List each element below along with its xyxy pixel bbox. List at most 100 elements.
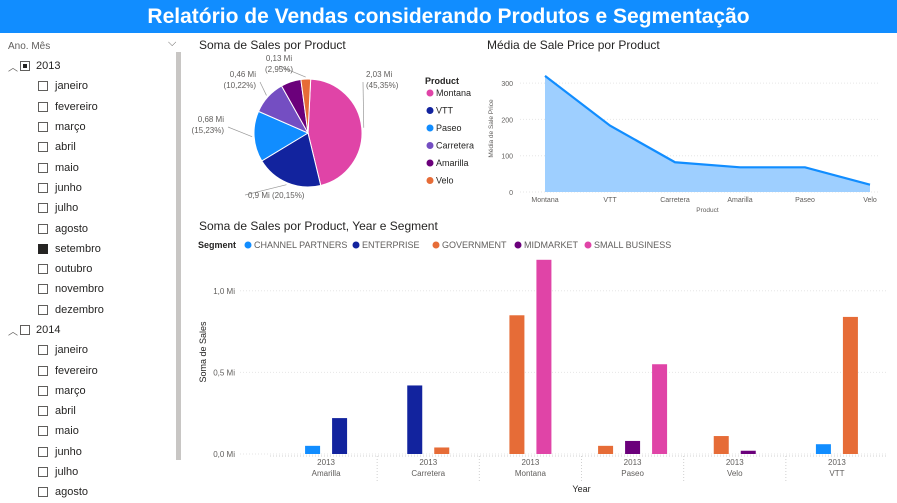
slicer-month-item[interactable]: julho: [0, 198, 180, 218]
month-label: agosto: [55, 222, 89, 235]
bar-government[interactable]: [842, 316, 858, 454]
month-checkbox[interactable]: [38, 467, 48, 478]
legend-item[interactable]: Amarilla: [436, 158, 469, 168]
month-checkbox[interactable]: [38, 487, 48, 498]
month-checkbox[interactable]: [38, 162, 48, 173]
legend-item[interactable]: Paseo: [436, 123, 462, 133]
legend-item[interactable]: CHANNEL PARTNERS: [254, 240, 347, 250]
month-checkbox[interactable]: [38, 426, 48, 437]
slicer-month-item[interactable]: abril: [0, 137, 180, 157]
slicer-month-item[interactable]: outubro: [0, 259, 180, 279]
month-checkbox[interactable]: [38, 122, 48, 133]
collapse-icon[interactable]: ︿: [8, 326, 18, 338]
month-label: outubro: [55, 263, 93, 276]
page-title: Relatório de Vendas considerando Produto…: [0, 0, 897, 33]
month-checkbox[interactable]: [38, 203, 48, 214]
month-label: julho: [55, 202, 79, 215]
pie-chart: 2,03 Mi (45,35%) 0,9 Mi (20,15%) 0,68 Mi (15…: [192, 54, 474, 200]
chevron-down-icon[interactable]: ⌵: [168, 37, 177, 49]
slicer-month-item[interactable]: março: [0, 117, 180, 137]
collapse-icon[interactable]: ︿: [8, 62, 18, 74]
bar-midmarket[interactable]: [740, 450, 756, 454]
data-label-percent: (2,95%): [265, 65, 293, 74]
slicer-year-2013[interactable]: ︿ 2013: [0, 56, 180, 76]
x-tick-year: 2013: [828, 458, 846, 467]
bar-midmarket[interactable]: [625, 440, 641, 454]
data-label: 0,46 Mi: [230, 70, 256, 79]
legend-item[interactable]: Carretera: [436, 141, 474, 151]
slicer-month-item[interactable]: junho: [0, 178, 180, 198]
legend-item[interactable]: ENTERPRISE: [362, 240, 420, 250]
slicer-month-item[interactable]: janeiro: [0, 340, 180, 360]
x-tick-year: 2013: [522, 458, 540, 467]
bar-government[interactable]: [509, 315, 525, 454]
month-checkbox[interactable]: [38, 243, 48, 254]
slicer-month-item[interactable]: janeiro: [0, 76, 180, 96]
legend-item[interactable]: Montana: [436, 88, 471, 98]
month-checkbox[interactable]: [38, 142, 48, 153]
year-checkbox[interactable]: [20, 325, 30, 335]
bar-government[interactable]: [434, 447, 450, 454]
bar-enterprise[interactable]: [332, 418, 348, 454]
bar-government[interactable]: [598, 445, 614, 454]
month-label: novembro: [55, 283, 104, 296]
legend-item[interactable]: GOVERNMENT: [442, 240, 507, 250]
legend-item[interactable]: SMALL BUSINESS: [594, 240, 671, 250]
slicer-month-item[interactable]: dezembro: [0, 300, 180, 320]
x-tick-label: Paseo: [795, 197, 815, 204]
bar-channel-partners[interactable]: [815, 444, 831, 454]
month-checkbox[interactable]: [38, 446, 48, 457]
year-checkbox[interactable]: [20, 61, 30, 72]
slicer-month-item[interactable]: maio: [0, 421, 180, 441]
month-checkbox[interactable]: [38, 101, 48, 112]
pie-slice-velo[interactable]: [300, 78, 312, 134]
slicer-month-item[interactable]: agosto: [0, 218, 180, 238]
slicer-month-item[interactable]: maio: [0, 157, 180, 177]
year-label: 2014: [36, 324, 61, 336]
month-checkbox[interactable]: [38, 264, 48, 275]
bar-small-business[interactable]: [536, 259, 552, 454]
slicer-month-item[interactable]: junho: [0, 442, 180, 462]
bar-small-business[interactable]: [652, 364, 668, 454]
pie-slice-vtt[interactable]: [261, 132, 322, 188]
slicer-month-item[interactable]: novembro: [0, 279, 180, 299]
slicer-month-item[interactable]: abril: [0, 401, 180, 421]
leader-line: [227, 126, 253, 138]
slicer-month-item[interactable]: setembro: [0, 239, 180, 259]
bar-enterprise[interactable]: [407, 385, 423, 454]
pie-slice-montana[interactable]: [307, 78, 363, 187]
legend-marker: [426, 107, 434, 114]
month-checkbox[interactable]: [38, 284, 48, 295]
month-checkbox[interactable]: [38, 365, 48, 376]
month-label: julho: [55, 466, 79, 479]
area-chart: 0 100 200 300 Montana VTT Carretera Amarilla Pas…: [488, 75, 880, 214]
x-tick-label: Carretera: [660, 197, 690, 204]
slicer-month-item[interactable]: agosto: [0, 482, 180, 502]
x-tick-product: Montana: [515, 469, 547, 478]
x-tick-year: 2013: [419, 458, 437, 467]
slicer-month-item[interactable]: julho: [0, 462, 180, 482]
slicer-month-item[interactable]: fevereiro: [0, 360, 180, 380]
pie-slice-paseo[interactable]: [253, 110, 310, 162]
area-fill: [545, 75, 870, 192]
month-checkbox[interactable]: [38, 223, 48, 234]
area-line[interactable]: [544, 75, 871, 186]
month-checkbox[interactable]: [38, 345, 48, 356]
bar-channel-partners[interactable]: [305, 445, 321, 454]
month-checkbox[interactable]: [38, 81, 48, 92]
month-checkbox[interactable]: [38, 304, 48, 315]
legend-item[interactable]: Velo: [436, 176, 454, 186]
month-checkbox[interactable]: [38, 182, 48, 193]
slicer-month-item[interactable]: fevereiro: [0, 97, 180, 117]
month-label: junho: [55, 445, 82, 458]
legend-item[interactable]: VTT: [436, 106, 454, 116]
bar-government[interactable]: [713, 436, 729, 454]
month-checkbox[interactable]: [38, 385, 48, 396]
slicer-year-2014[interactable]: ︿ 2014: [0, 320, 180, 340]
legend-item[interactable]: MIDMARKET: [524, 240, 579, 250]
bar-chart-title: Soma de Sales por Product, Year e Segmen…: [199, 219, 438, 233]
x-tick-product: VTT: [829, 469, 844, 478]
slicer-scrollbar[interactable]: [176, 52, 181, 460]
month-checkbox[interactable]: [38, 406, 48, 417]
slicer-month-item[interactable]: março: [0, 381, 180, 401]
